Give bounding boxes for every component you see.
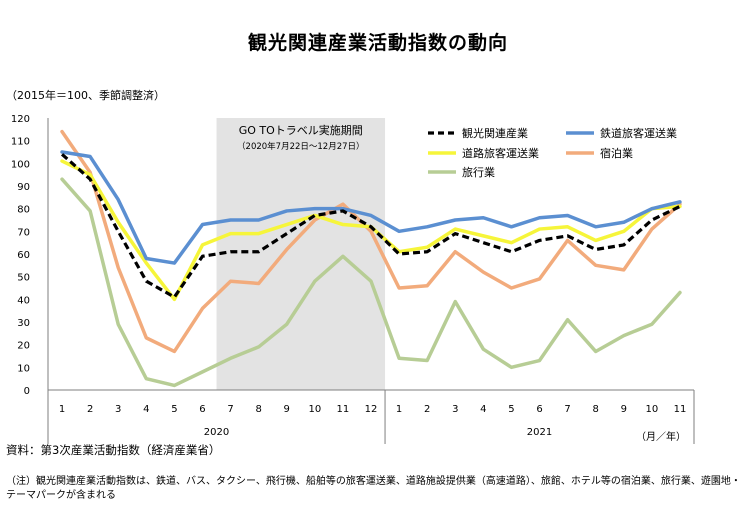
y-tick-label: 0: [24, 386, 30, 397]
shaded-period-label: GO TOトラベル実施期間: [239, 123, 363, 137]
series-line-2: [60, 150, 682, 265]
x-tick-label: 5: [171, 404, 177, 415]
legend-label-1: 観光関連産業: [462, 126, 528, 140]
x-tick-label: 7: [564, 404, 570, 415]
x-tick-label: 2: [424, 404, 430, 415]
y-tick-label: 120: [11, 114, 30, 125]
x-tick-label: 3: [115, 404, 121, 415]
x-unit-label: （月／年）: [636, 430, 686, 443]
y-axis-unit-note: （2015年＝100、季節調整済）: [6, 89, 165, 102]
x-tick-label: 2: [87, 404, 93, 415]
x-tick-label: 5: [508, 404, 514, 415]
series-line-1: [60, 153, 681, 299]
x-tick-label: 1: [59, 404, 65, 415]
x-tick-label: 4: [143, 404, 149, 415]
x-tick-label: 10: [646, 404, 659, 415]
y-tick-label: 30: [17, 318, 30, 329]
x-tick-label: 1: [396, 404, 402, 415]
legend-label-2: 鉄道旅客運送業: [600, 126, 677, 140]
y-tick-label: 50: [17, 273, 30, 284]
y-tick-label: 70: [17, 227, 30, 238]
x-tick-label: 8: [593, 404, 599, 415]
legend-label-4: 宿泊業: [600, 146, 633, 160]
y-tick-label: 60: [17, 250, 30, 261]
y-tick-label: 90: [17, 182, 30, 193]
x-tick-label: 11: [674, 404, 687, 415]
x-tick-label: 9: [284, 404, 290, 415]
legend-label-3: 道路旅客運送業: [462, 146, 539, 160]
x-tick-label: 6: [199, 404, 205, 415]
x-tick-label: 11: [337, 404, 350, 415]
chart-title: 観光関連産業活動指数の動向: [247, 32, 508, 54]
y-tick-label: 80: [17, 205, 30, 216]
x-year-label-2020: 2020: [204, 427, 229, 438]
x-tick-label: 10: [308, 404, 321, 415]
x-tick-label: 12: [365, 404, 378, 415]
legend-label-5: 旅行業: [462, 165, 495, 179]
series-line-4: [60, 129, 682, 354]
x-year-label-2021: 2021: [527, 427, 552, 438]
footnote: （注）観光関連産業活動指数は、鉄道、バス、タクシー、飛行機、船舶等の旅客運送業、…: [6, 476, 741, 501]
y-tick-label: 100: [11, 159, 30, 170]
shaded-period: [216, 118, 386, 390]
y-tick-label: 110: [11, 137, 30, 148]
x-tick-label: 3: [452, 404, 458, 415]
y-tick-label: 20: [17, 341, 30, 352]
y-tick-label: 10: [17, 363, 30, 374]
x-tick-label: 6: [536, 404, 542, 415]
source-note: 資料：第3次産業活動指数（経済産業省）: [6, 443, 221, 457]
x-tick-label: 7: [227, 404, 233, 415]
x-tick-label: 8: [255, 404, 261, 415]
y-tick-label: 40: [17, 295, 30, 306]
x-tick-label: 4: [480, 404, 486, 415]
series-line-5: [60, 177, 682, 388]
x-tick-label: 9: [621, 404, 627, 415]
shaded-period-sublabel: （2020年7月22日～12月27日）: [237, 141, 365, 152]
